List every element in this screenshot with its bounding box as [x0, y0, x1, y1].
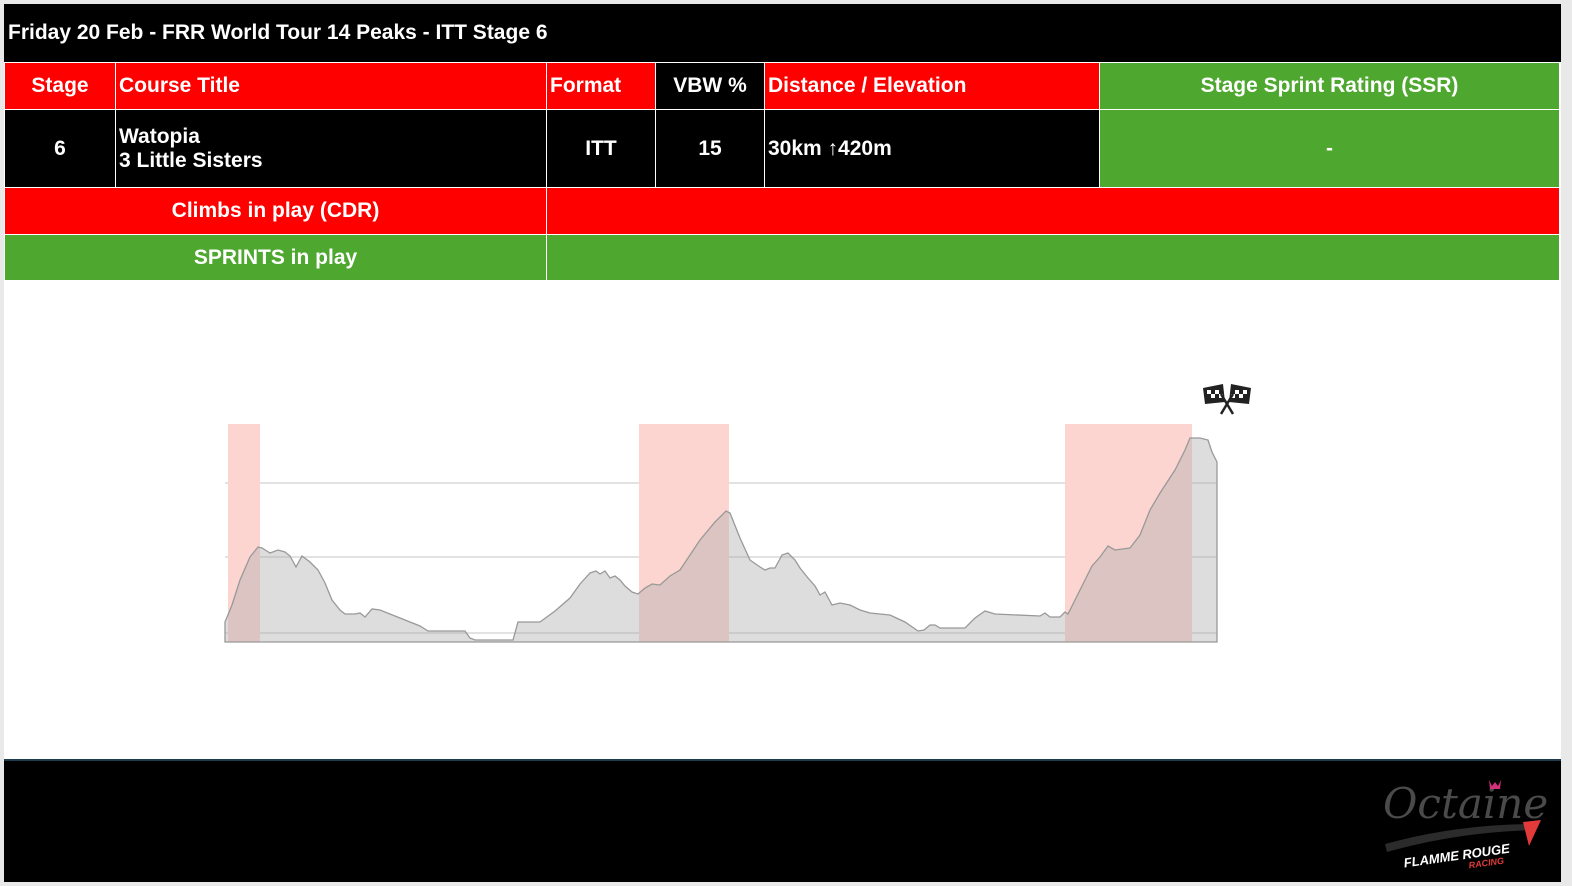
header-vbw: VBW %	[655, 62, 765, 110]
svg-text:Octaine: Octaine	[1383, 779, 1547, 828]
cell-ssr: -	[1099, 109, 1560, 188]
cell-distance: 30km ↑420m	[764, 109, 1100, 188]
slide: Friday 20 Feb - FRR World Tour 14 Peaks …	[4, 4, 1561, 882]
climbs-value	[546, 187, 1560, 235]
elevation-area	[224, 437, 1218, 643]
header-format: Format	[546, 62, 656, 110]
climb-zone	[228, 424, 260, 642]
elevation-profile	[224, 384, 1251, 643]
cell-format: ITT	[546, 109, 656, 188]
svg-text:RACING: RACING	[1468, 856, 1505, 871]
course-line1: Watopia	[119, 124, 200, 148]
climb-zone	[639, 424, 729, 642]
header-stage: Stage	[4, 62, 116, 110]
page-title: Friday 20 Feb - FRR World Tour 14 Peaks …	[4, 4, 1561, 62]
cell-vbw: 15	[655, 109, 765, 188]
header-ssr: Stage Sprint Rating (SSR)	[1099, 62, 1560, 110]
octaine-logo: Octaine FLAMME ROUGE RACING	[1383, 779, 1547, 871]
checkered-flag-icon	[1203, 384, 1251, 415]
climb-zone	[1065, 424, 1192, 642]
sprints-value	[546, 234, 1560, 281]
stage-table: Stage Course Title Format VBW % Distance…	[4, 62, 1560, 281]
sprints-label: SPRINTS in play	[4, 234, 547, 281]
course-line2: 3 Little Sisters	[119, 148, 263, 172]
header-distance: Distance / Elevation	[764, 62, 1100, 110]
footer: Octaine FLAMME ROUGE RACING	[4, 759, 1561, 882]
climbs-label: Climbs in play (CDR)	[4, 187, 547, 235]
cell-stage: 6	[4, 109, 116, 188]
